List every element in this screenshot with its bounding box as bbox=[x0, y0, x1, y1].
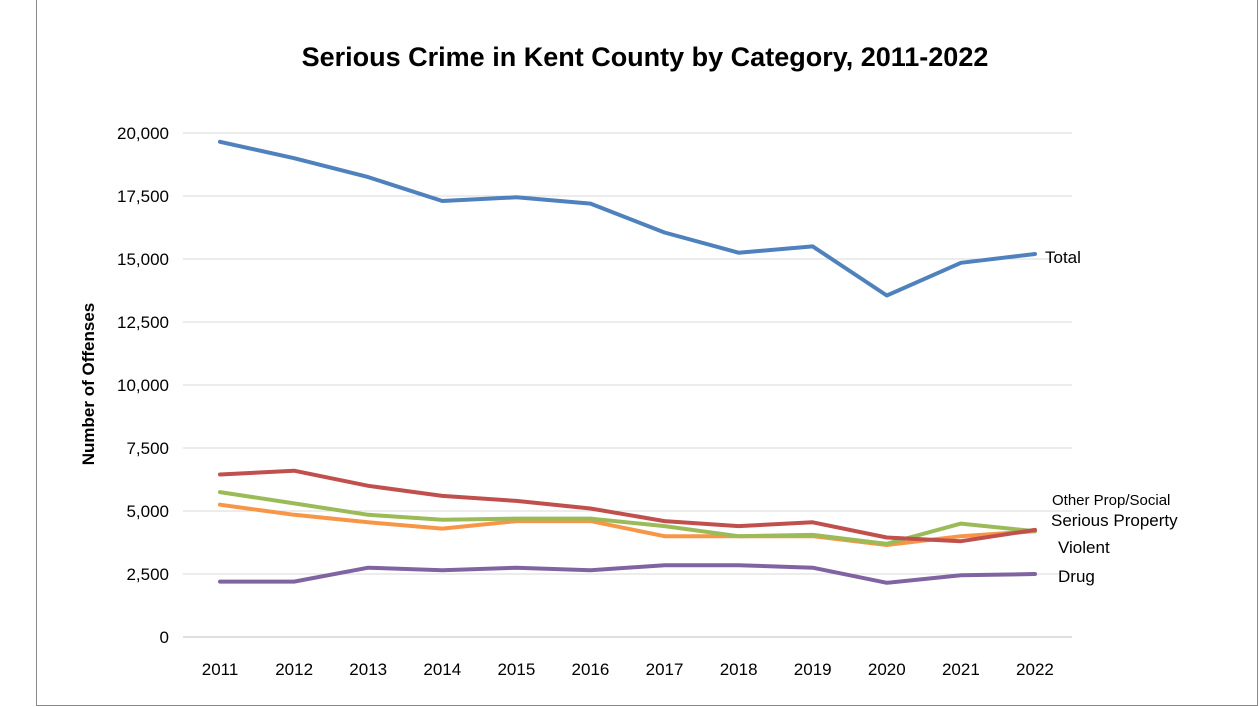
series-lines bbox=[218, 139, 1037, 585]
y-axis-title: Number of Offenses bbox=[79, 303, 98, 465]
y-tick-label: 17,500 bbox=[117, 187, 169, 206]
series-label-other-prop-social: Other Prop/Social bbox=[1052, 492, 1170, 509]
series-line-violent bbox=[218, 468, 1037, 544]
series-label-drug: Drug bbox=[1058, 567, 1095, 586]
y-tick-label: 10,000 bbox=[117, 376, 169, 395]
series-label-total: Total bbox=[1045, 248, 1081, 267]
x-tick-label: 2022 bbox=[1016, 660, 1054, 679]
x-tick-label: 2015 bbox=[497, 660, 535, 679]
series-line-drug bbox=[218, 563, 1037, 585]
series-labels: Total Other Prop/Social Serious Property Vi… bbox=[1045, 248, 1178, 586]
y-tick-label: 20,000 bbox=[117, 124, 169, 143]
x-tick-label: 2021 bbox=[942, 660, 980, 679]
x-tick-label: 2012 bbox=[275, 660, 313, 679]
x-tick-label: 2017 bbox=[646, 660, 684, 679]
y-tick-label: 15,000 bbox=[117, 250, 169, 269]
series-line-serious-property bbox=[218, 502, 1037, 547]
y-tick-label: 2,500 bbox=[126, 565, 169, 584]
x-tick-label: 2020 bbox=[868, 660, 906, 679]
x-tick-label: 2011 bbox=[202, 660, 239, 679]
series-label-serious-property: Serious Property bbox=[1051, 511, 1178, 530]
y-tick-label: 0 bbox=[160, 628, 169, 647]
y-tick-label: 7,500 bbox=[126, 439, 169, 458]
series-line-other-prop-social bbox=[218, 490, 1037, 546]
series-line-total bbox=[218, 139, 1037, 298]
chart-frame bbox=[36, 0, 1258, 706]
x-tick-label: 2014 bbox=[423, 660, 461, 679]
x-tick-label: 2016 bbox=[572, 660, 610, 679]
gridlines bbox=[183, 132, 1072, 638]
x-tick-label: 2018 bbox=[720, 660, 758, 679]
y-tick-label: 12,500 bbox=[117, 313, 169, 332]
x-axis-ticks: 2011 2012 2013 2014 2015 2016 2017 2018 2019 2020… bbox=[202, 660, 1054, 679]
y-tick-label: 5,000 bbox=[126, 502, 169, 521]
chart-title: Serious Crime in Kent County by Category… bbox=[302, 42, 989, 72]
y-axis-ticks: 0 2,500 5,000 7,500 10,000 12,500 15,000 17,500… bbox=[117, 124, 169, 647]
series-label-violent: Violent bbox=[1058, 538, 1110, 557]
x-tick-label: 2013 bbox=[349, 660, 387, 679]
x-tick-label: 2019 bbox=[794, 660, 832, 679]
